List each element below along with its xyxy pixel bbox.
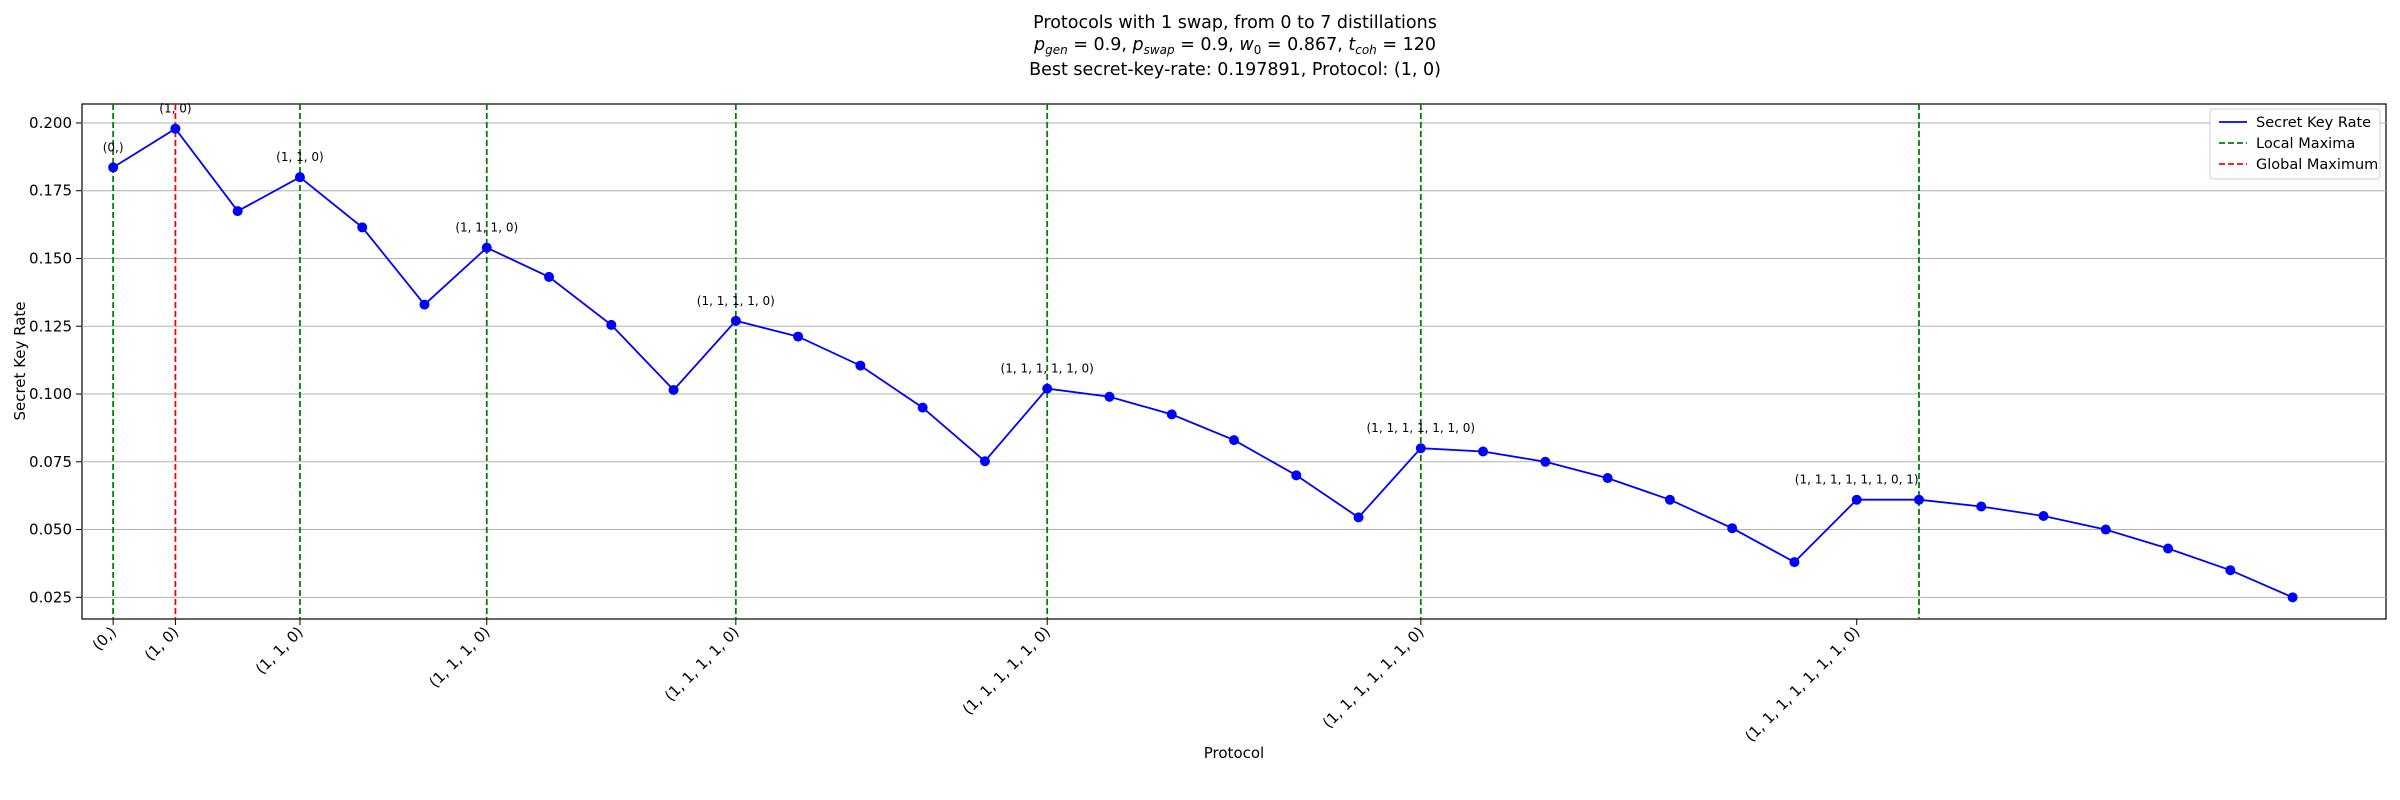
- x-tick-label: (1, 1, 1, 1, 1, 1, 1, 0): [1741, 623, 1863, 745]
- chart-title: Protocols with 1 swap, from 0 to 7 disti…: [1033, 13, 1437, 33]
- protocol-annotation: (1, 0): [159, 102, 191, 116]
- x-tick-label: (0,): [89, 623, 120, 654]
- data-point: [544, 271, 555, 282]
- data-point: [1478, 446, 1489, 457]
- maxima-lines: [112, 104, 1920, 619]
- data-point: [1851, 494, 1862, 505]
- x-tick-label: (1, 1, 0): [252, 623, 307, 678]
- data-point: [2038, 511, 2049, 521]
- data-point: [357, 222, 368, 233]
- data-point: [730, 315, 741, 326]
- legend: Secret Key Rate Local Maxima Global Maxi…: [2209, 108, 2381, 180]
- data-point: [2225, 565, 2236, 576]
- y-tick-label: 0.125: [29, 317, 72, 335]
- data-point: [979, 456, 990, 467]
- protocol-annotation: (0,): [103, 140, 124, 154]
- y-tick-label: 0.075: [29, 453, 72, 471]
- legend-label-global-maximum: Global Maximum: [2256, 157, 2378, 173]
- data-point: [793, 331, 804, 342]
- data-point: [1540, 456, 1551, 467]
- series-line: [112, 127, 2293, 599]
- y-tick-label: 0.025: [29, 588, 72, 606]
- data-point: [2163, 543, 2174, 554]
- protocol-annotation: (1, 1, 1, 0): [455, 221, 518, 235]
- data-point: [1913, 494, 1924, 505]
- data-point: [855, 360, 866, 371]
- data-point: [1727, 523, 1738, 534]
- x-axis-label: Protocol: [1204, 744, 1264, 762]
- y-tick-label: 0.100: [29, 385, 72, 403]
- x-tick-label: (1, 1, 1, 1, 1, 1, 0): [1319, 623, 1428, 732]
- chart-subtitle-best: Best secret-key-rate: 0.197891, Protocol…: [1029, 60, 1441, 80]
- data-point: [170, 123, 181, 134]
- x-tick-label: (1, 1, 1, 0): [425, 623, 493, 691]
- chart-subtitle-params: pgen = 0.9, pswap = 0.9, w0 = 0.867, tco…: [1033, 35, 1436, 57]
- data-point: [108, 162, 119, 173]
- x-tick-label: (1, 1, 1, 1, 0): [661, 623, 743, 705]
- protocol-annotations: (0,) (1, 0) (1, 1, 0) (1, 1, 1, 0) (1, 1, 1,…: [103, 102, 1919, 487]
- data-point: [917, 402, 928, 413]
- protocol-annotation: (1, 1, 1, 1, 1, 1, 0, 1): [1795, 473, 1919, 487]
- protocol-annotation: (1, 1, 1, 1, 1, 0): [1001, 362, 1094, 376]
- data-point: [481, 242, 492, 253]
- data-point: [1104, 391, 1115, 402]
- y-tick-label: 0.175: [29, 182, 72, 200]
- data-point: [606, 319, 617, 330]
- protocol-annotation: (1, 1, 0): [276, 150, 324, 164]
- data-point: [1229, 435, 1239, 446]
- data-point: [419, 299, 430, 310]
- data-point: [1976, 501, 1987, 512]
- grid-lines: [82, 122, 2386, 598]
- y-axis-label: Secret Key Rate: [11, 301, 29, 420]
- data-point: [1042, 383, 1053, 394]
- x-tick-label: (1, 0): [141, 623, 182, 664]
- data-point: [1664, 494, 1675, 505]
- protocol-annotation: (1, 1, 1, 1, 1, 1, 0): [1367, 421, 1476, 435]
- data-point: [1291, 470, 1302, 481]
- data-point: [668, 384, 679, 395]
- y-tick-label: 0.200: [29, 114, 72, 132]
- data-point: [1353, 512, 1364, 523]
- legend-label-local-maxima: Local Maxima: [2256, 136, 2355, 152]
- data-point: [1789, 557, 1800, 568]
- data-point: [232, 206, 243, 217]
- y-axis-ticks: 0.025 0.050 0.075 0.100 0.125 0.150 0.175 0.200: [29, 114, 82, 606]
- legend-label-series: Secret Key Rate: [2256, 115, 2371, 131]
- data-point: [2287, 592, 2298, 603]
- data-points: [108, 123, 2298, 603]
- protocol-annotation: (1, 1, 1, 1, 0): [697, 294, 775, 308]
- data-point: [1415, 443, 1426, 454]
- data-point: [2100, 524, 2111, 535]
- data-point: [1602, 473, 1613, 484]
- legend-box: [2209, 108, 2381, 180]
- y-tick-label: 0.050: [29, 521, 72, 539]
- data-point: [294, 172, 305, 183]
- plot-area: [81, 103, 2387, 620]
- data-point: [1166, 409, 1177, 420]
- x-axis-ticks: (0,) (1, 0) (1, 1, 0) (1, 1, 1, 0) (1, 1, 1,…: [89, 619, 1864, 745]
- x-tick-label: (1, 1, 1, 1, 1, 0): [959, 623, 1054, 718]
- y-tick-label: 0.150: [29, 250, 72, 268]
- secret-key-rate-line: [112, 127, 2293, 599]
